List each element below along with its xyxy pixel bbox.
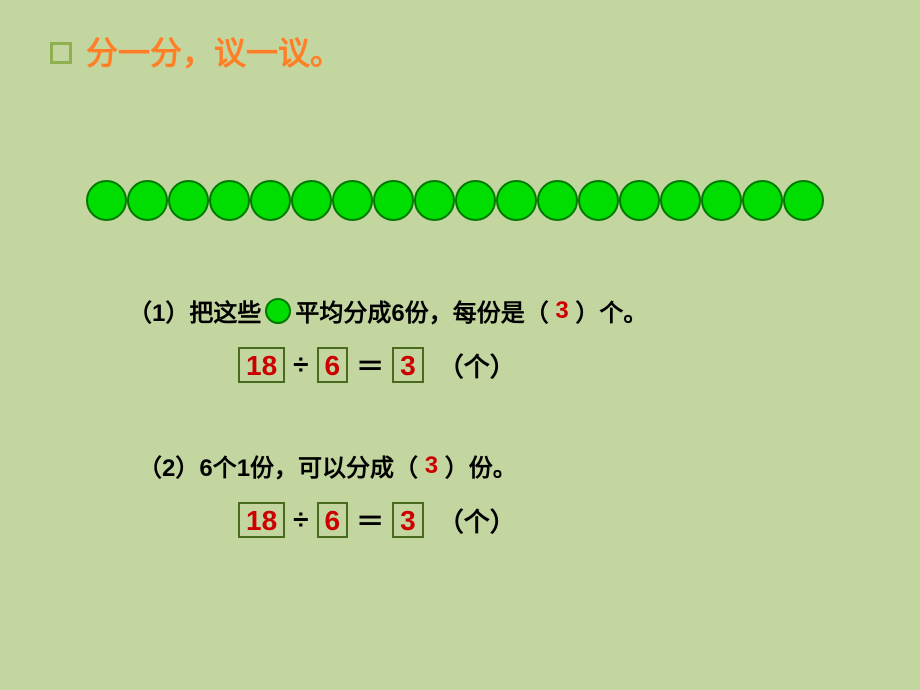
circle-icon (291, 180, 332, 221)
circle-icon (373, 180, 414, 221)
equation-2: 18 ÷ 6 ＝ 3 （个） (238, 500, 516, 540)
circle-icon (168, 180, 209, 221)
slide-title: 分一分，议一议。 (86, 28, 342, 74)
circle-icon (86, 180, 127, 221)
circle-icon (619, 180, 660, 221)
q1-prefix: （1）把这些 (128, 293, 261, 328)
title-row: 分一分，议一议。 (50, 28, 342, 74)
eq2-op2: ＝ (356, 500, 384, 540)
eq1-op2: ＝ (356, 345, 384, 385)
q1-suffix: ）个。 (575, 293, 647, 328)
question-2: （2）6个1份，可以分成（ 3 ）份。 (138, 448, 517, 483)
q1-answer: 3 (555, 297, 568, 325)
circle-icon (414, 180, 455, 221)
circle-icon (537, 180, 578, 221)
eq2-b: 6 (317, 502, 349, 538)
circle-icon (660, 180, 701, 221)
circle-icon (455, 180, 496, 221)
q2-suffix: ）份。 (445, 448, 517, 483)
q1-gap2 (569, 297, 576, 325)
eq2-c: 3 (392, 502, 424, 538)
eq2-a: 18 (238, 502, 285, 538)
equation-1: 18 ÷ 6 ＝ 3 （个） (238, 345, 516, 385)
q2-answer: 3 (425, 452, 438, 480)
q1-gap (549, 297, 556, 325)
eq1-unit: （个） (438, 347, 516, 384)
question-1: （1）把这些 平均分成6份，每份是（ 3 ）个。 (128, 293, 647, 328)
slide: 分一分，议一议。 （1）把这些 平均分成6份，每份是（ 3 ）个。 18 ÷ 6… (0, 0, 920, 690)
q2-gap2 (438, 452, 445, 480)
inline-circle-icon (265, 298, 291, 324)
q2-gap (418, 452, 425, 480)
circle-icon (250, 180, 291, 221)
circles-row (86, 180, 824, 221)
circle-icon (783, 180, 824, 221)
circle-icon (496, 180, 537, 221)
circle-icon (332, 180, 373, 221)
circle-icon (209, 180, 250, 221)
eq1-op1: ÷ (293, 349, 308, 381)
circle-icon (742, 180, 783, 221)
eq2-op1: ÷ (293, 504, 308, 536)
eq1-a: 18 (238, 347, 285, 383)
q2-prefix: （2）6个1份，可以分成（ (138, 448, 418, 483)
eq1-c: 3 (392, 347, 424, 383)
q1-mid: 平均分成6份，每份是（ (295, 293, 548, 328)
eq1-b: 6 (317, 347, 349, 383)
circle-icon (701, 180, 742, 221)
eq2-unit: （个） (438, 502, 516, 539)
bullet-icon (50, 42, 72, 64)
circle-icon (127, 180, 168, 221)
circle-icon (578, 180, 619, 221)
